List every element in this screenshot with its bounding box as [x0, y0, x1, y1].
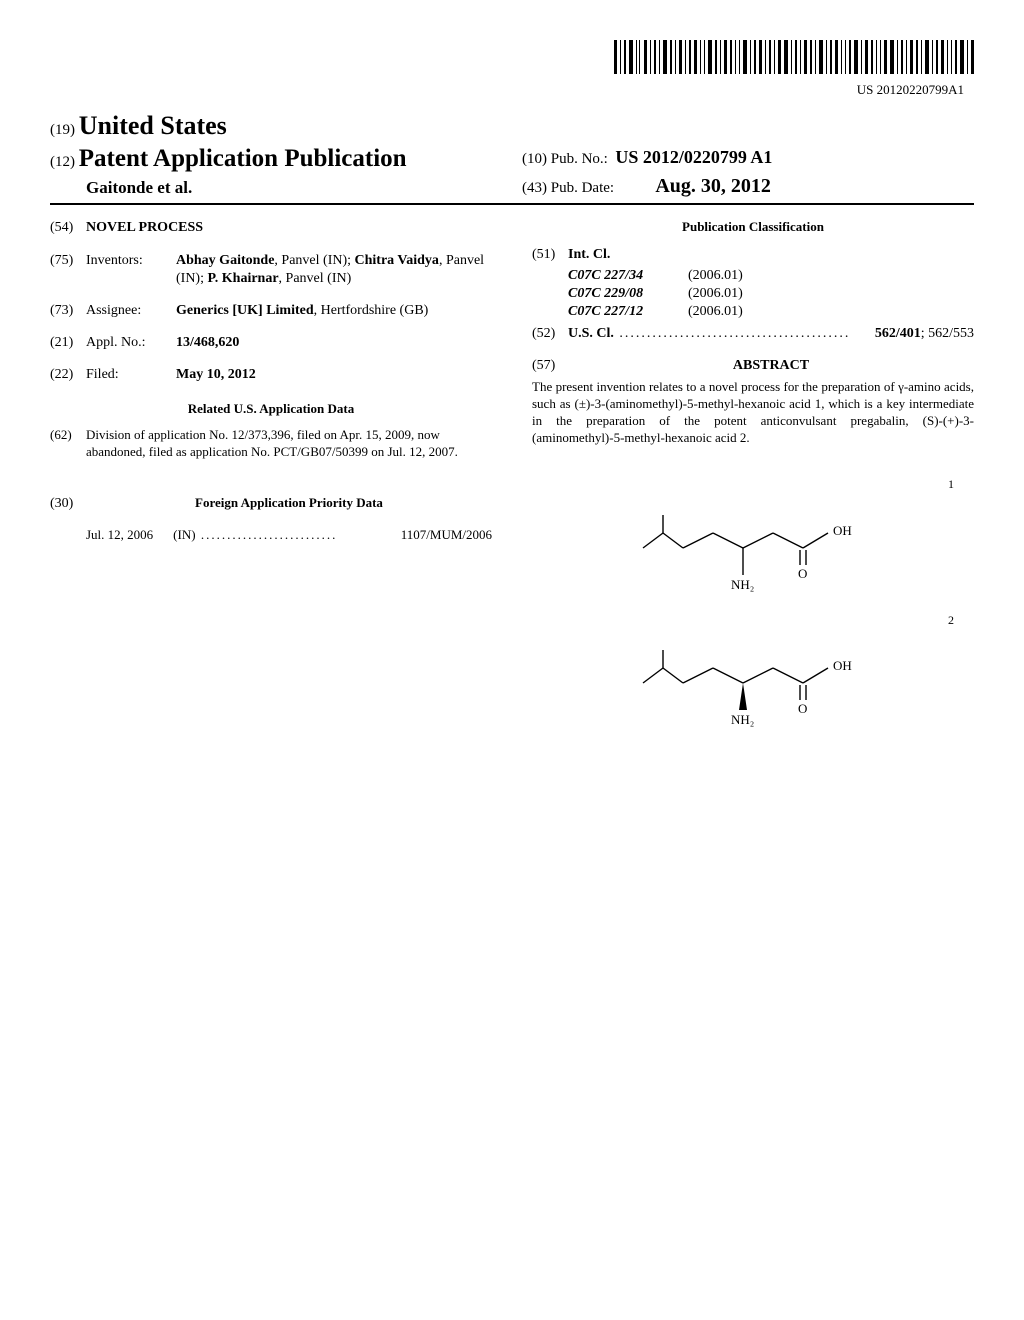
code-21: (21) — [50, 334, 86, 352]
classification-heading: Publication Classification — [532, 219, 974, 236]
invention-title: NOVEL PROCESS — [86, 219, 203, 237]
code-22: (22) — [50, 366, 86, 384]
foreign-heading: Foreign Application Priority Data — [86, 495, 492, 513]
label-o-1: O — [798, 566, 807, 581]
abstract-heading: ABSTRACT — [568, 357, 974, 375]
intcl-code-2: C07C 227/12 — [568, 303, 688, 321]
intcl-row-1: C07C 229/08 (2006.01) — [568, 285, 974, 303]
left-column: (54) NOVEL PROCESS (75) Inventors: Abhay… — [50, 219, 492, 748]
label-o-2: O — [798, 701, 807, 716]
figure-1-number: 1 — [532, 477, 974, 493]
label-oh-2: OH — [833, 658, 852, 673]
intcl-ver-1: (2006.01) — [688, 285, 743, 303]
pub-number: US 2012/0220799 A1 — [615, 147, 772, 167]
country: United States — [79, 111, 227, 140]
intcl-ver-2: (2006.01) — [688, 303, 743, 321]
uscl-value: 562/401; 562/553 — [875, 325, 974, 343]
intcl-ver-0: (2006.01) — [688, 267, 743, 285]
code-75: (75) — [50, 252, 86, 288]
filed-label: Filed: — [86, 366, 176, 384]
code-62: (62) — [50, 427, 86, 461]
dots-leader: .......................... — [196, 527, 401, 544]
foreign-country: (IN) — [173, 527, 195, 544]
inventors-label: Inventors: — [86, 252, 176, 288]
code-12: (12) — [50, 154, 75, 170]
intcl-code-0: C07C 227/34 — [568, 267, 688, 285]
code-30: (30) — [50, 495, 86, 513]
pubno-label: Pub. No.: — [551, 151, 608, 167]
pub-date: Aug. 30, 2012 — [655, 175, 771, 197]
inventor-3: P. Khairnar — [208, 271, 279, 286]
chemical-structure-2: OH O NH₂ — [623, 638, 883, 738]
barcode-text: US 20120220799A1 — [50, 82, 974, 99]
inventor-1: Abhay Gaitonde — [176, 253, 274, 268]
code-52: (52) — [532, 325, 568, 343]
pubdate-label: Pub. Date: — [551, 180, 614, 196]
abstract-text: The present invention relates to a novel… — [532, 379, 974, 447]
intcl-row-2: C07C 227/12 (2006.01) — [568, 303, 974, 321]
code-43: (43) — [522, 180, 547, 196]
dots-leader-2: ........................................… — [614, 325, 875, 343]
uscl-secondary: ; 562/553 — [921, 326, 974, 341]
related-heading: Related U.S. Application Data — [50, 401, 492, 418]
header: (19) United States (12) Patent Applicati… — [50, 109, 974, 205]
filed-value: May 10, 2012 — [176, 366, 492, 384]
authors: Gaitonde et al. — [50, 177, 502, 199]
label-oh-1: OH — [833, 523, 852, 538]
code-54: (54) — [50, 219, 86, 237]
figure-2-number: 2 — [532, 613, 974, 629]
pub-type: Patent Application Publication — [79, 145, 407, 172]
code-10: (10) — [522, 151, 547, 167]
code-19: (19) — [50, 122, 75, 138]
inventor-2: Chitra Vaidya — [355, 253, 439, 268]
inventor-1-loc: , Panvel (IN); — [274, 253, 354, 268]
code-51: (51) — [532, 246, 568, 264]
chemical-structures: 1 OH O NH₂ 2 — [532, 477, 974, 738]
right-column: Publication Classification (51) Int. Cl.… — [532, 219, 974, 748]
code-57: (57) — [532, 357, 568, 375]
label-nh2-1: NH₂ — [731, 577, 754, 592]
assignee-value: Generics [UK] Limited, Hertfordshire (GB… — [176, 302, 492, 320]
intcl-row-0: C07C 227/34 (2006.01) — [568, 267, 974, 285]
chemical-structure-1: OH O NH₂ — [623, 503, 883, 603]
intcl-label: Int. Cl. — [568, 246, 610, 264]
inventors-value: Abhay Gaitonde, Panvel (IN); Chitra Vaid… — [176, 252, 492, 288]
uscl-main: 562/401 — [875, 326, 921, 341]
foreign-date: Jul. 12, 2006 — [86, 527, 153, 544]
label-nh2-2: NH₂ — [731, 712, 754, 727]
assignee-name: Generics [UK] Limited — [176, 303, 314, 318]
uscl-label: U.S. Cl. — [568, 325, 614, 343]
assignee-loc: , Hertfordshire (GB) — [314, 303, 429, 318]
foreign-number: 1107/MUM/2006 — [401, 527, 492, 544]
applno-value: 13/468,620 — [176, 334, 492, 352]
related-text: Division of application No. 12/373,396, … — [86, 427, 492, 461]
inventor-3-loc: , Panvel (IN) — [279, 271, 352, 286]
applno-label: Appl. No.: — [86, 334, 176, 352]
assignee-label: Assignee: — [86, 302, 176, 320]
intcl-code-1: C07C 229/08 — [568, 285, 688, 303]
barcode — [50, 40, 974, 80]
code-73: (73) — [50, 302, 86, 320]
